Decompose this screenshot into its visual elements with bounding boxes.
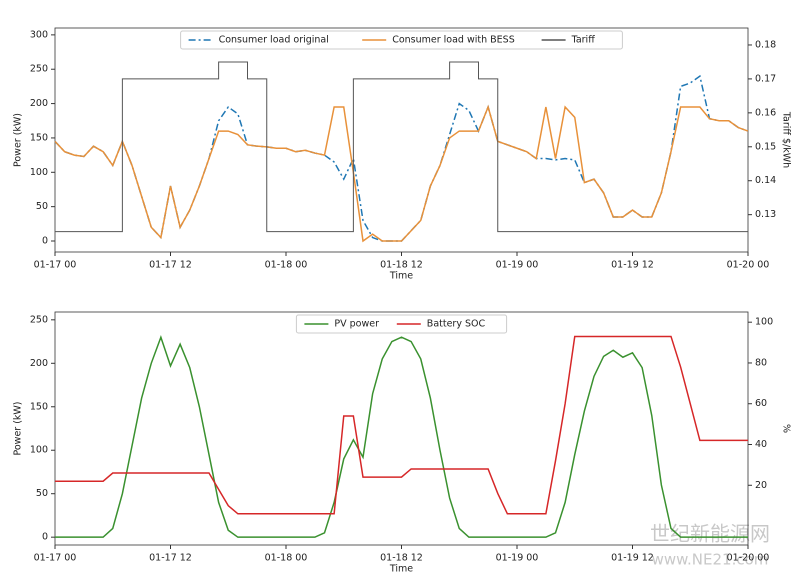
y-tick-label: 50: [36, 201, 48, 212]
y2-axis-label: Tariff $/kWh: [781, 111, 792, 168]
y-tick-label: 200: [30, 98, 48, 109]
y-tick-label: 150: [30, 132, 48, 143]
y-tick-label: 100: [30, 167, 48, 178]
y-tick-label: 150: [30, 401, 48, 412]
x-axis-label: Time: [389, 564, 413, 574]
x-tick-label: 01-18 00: [265, 260, 308, 271]
y-tick-label: 50: [36, 488, 48, 499]
y-axis-label: Power (kW): [13, 113, 24, 167]
legend-label: Consumer load original: [219, 35, 329, 46]
y2-axis-label: %: [781, 424, 792, 433]
legend-label: Battery SOC: [427, 319, 486, 330]
legend: PV power Battery SOC: [295, 314, 508, 334]
x-tick-label: 01-17 00: [34, 553, 77, 564]
x-tick-label: 01-19 00: [496, 260, 539, 271]
x-tick-label: 01-17 12: [149, 260, 192, 271]
x-tick-label: 01-20 00: [727, 260, 770, 271]
legend: Consumer load original Consumer load with…: [180, 30, 623, 50]
y2-tick-label: 100: [755, 317, 773, 328]
x-axis-label: Time: [389, 271, 413, 282]
y2-tick-label: 0.13: [755, 209, 776, 220]
legend-frame: [180, 30, 623, 50]
legend-label: Consumer load with BESS: [392, 35, 515, 46]
x-tick-label: 01-18 12: [380, 553, 423, 564]
y-tick-label: 100: [30, 445, 48, 456]
series-line: [54, 104, 749, 243]
x-tick-label: 01-18 12: [380, 260, 423, 271]
y2-tick-label: 0.15: [755, 141, 776, 152]
x-tick-label: 01-19 12: [611, 553, 654, 564]
y-tick-label: 200: [30, 358, 48, 369]
y2-tick-label: 0.14: [755, 175, 776, 186]
series-line: [55, 61, 748, 233]
y2-tick-label: 0.17: [755, 73, 776, 84]
y2-tick-label: 0.18: [755, 39, 776, 50]
legend-label: PV power: [334, 319, 379, 330]
x-tick-label: 01-19 00: [496, 553, 539, 564]
x-tick-label: 01-17 00: [34, 260, 77, 271]
y2-tick-label: 80: [755, 357, 767, 368]
watermark: www.NE21.com: [652, 551, 769, 569]
y-tick-label: 0: [42, 236, 48, 247]
y2-tick-label: 0.16: [755, 107, 776, 118]
y-tick-label: 0: [42, 532, 48, 543]
y2-tick-label: 20: [755, 480, 767, 491]
x-tick-label: 01-19 12: [611, 260, 654, 271]
y-tick-label: 250: [30, 314, 48, 325]
y-tick-label: 300: [30, 29, 48, 40]
series-line: [55, 335, 748, 515]
y-axis-label: Power (kW): [13, 401, 24, 455]
x-tick-label: 01-17 12: [149, 553, 192, 564]
y-tick-label: 250: [30, 64, 48, 75]
x-tick-label: 01-18 00: [265, 553, 308, 564]
legend-label: Tariff: [571, 35, 596, 46]
y2-tick-label: 40: [755, 439, 767, 450]
y2-tick-label: 60: [755, 398, 767, 409]
watermark: 世纪新能源网: [650, 522, 770, 546]
series-line: [55, 334, 748, 538]
x-tick-label: 01-20 00: [727, 553, 770, 564]
